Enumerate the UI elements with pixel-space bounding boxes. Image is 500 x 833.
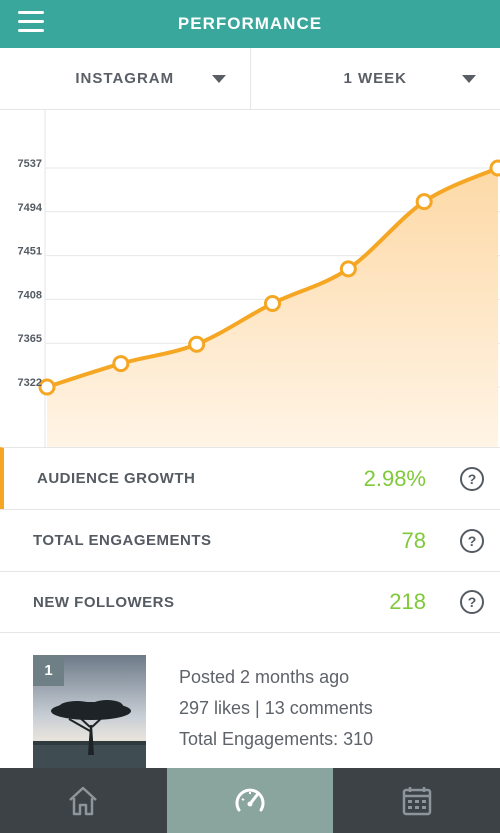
y-tick-label: 7537 xyxy=(18,158,42,170)
metric-value: 2.98% xyxy=(363,465,426,491)
network-dropdown[interactable]: INSTAGRAM xyxy=(0,48,250,109)
help-icon[interactable]: ? xyxy=(460,528,484,553)
rank-badge: 1 xyxy=(33,655,64,686)
metric-row-total-engagements[interactable]: TOTAL ENGAGEMENTS 78 ? xyxy=(0,509,500,571)
acacia-tree-photo xyxy=(33,655,146,768)
post-date: Posted 2 months ago xyxy=(179,667,350,687)
metrics-list: AUDIENCE GROWTH 2.98% ? TOTAL ENGAGEMENT… xyxy=(0,447,500,633)
period-dropdown[interactable]: 1 WEEK xyxy=(249,48,500,109)
chart-point[interactable] xyxy=(489,159,500,177)
speedometer-icon xyxy=(235,788,265,811)
y-tick-label: 7451 xyxy=(18,246,42,258)
audience-chart-svg: 7537 7494 7451 7408 7365 7322 xyxy=(18,110,500,447)
y-tick-label: 7322 xyxy=(18,377,42,389)
post-thumbnail[interactable]: 1 xyxy=(33,655,146,768)
post-stats: 297 likes | 13 comments xyxy=(179,698,373,718)
bottom-nav xyxy=(0,768,500,833)
filter-bar: INSTAGRAM 1 WEEK xyxy=(0,48,500,110)
metric-value: 78 xyxy=(401,527,426,553)
chart-point[interactable] xyxy=(112,355,130,373)
help-icon[interactable]: ? xyxy=(460,466,484,491)
top-bar: PERFORMANCE xyxy=(0,0,500,48)
post-engagements: Total Engagements: 310 xyxy=(179,729,374,749)
chart-point[interactable] xyxy=(188,335,206,353)
metric-value: 218 xyxy=(389,589,426,614)
chevron-down-icon xyxy=(211,75,226,83)
network-dropdown-label: INSTAGRAM xyxy=(75,70,175,87)
y-tick-label: 7494 xyxy=(18,202,43,214)
chart-point[interactable] xyxy=(264,294,281,312)
chart-point[interactable] xyxy=(38,378,56,396)
nav-performance[interactable] xyxy=(166,768,334,833)
y-tick-label: 7408 xyxy=(18,289,42,301)
audience-chart: 7537 7494 7451 7408 7365 7322 xyxy=(0,110,500,447)
nav-calendar[interactable] xyxy=(333,768,500,833)
metric-row-audience-growth[interactable]: AUDIENCE GROWTH 2.98% ? xyxy=(0,447,500,509)
metric-row-new-followers[interactable]: NEW FOLLOWERS 218 ? xyxy=(0,571,500,633)
metric-label: AUDIENCE GROWTH xyxy=(37,470,196,487)
top-post-card[interactable]: 1 Posted 2 months ago 297 likes | 13 com… xyxy=(0,633,500,768)
chart-point[interactable] xyxy=(415,193,433,211)
hamburger-icon[interactable] xyxy=(18,11,44,35)
help-icon[interactable]: ? xyxy=(460,590,484,614)
page-title: PERFORMANCE xyxy=(177,14,323,33)
chart-point[interactable] xyxy=(339,260,357,278)
chevron-down-icon xyxy=(462,75,476,83)
y-tick-label: 7365 xyxy=(18,333,42,345)
calendar-icon xyxy=(402,786,431,815)
nav-home[interactable] xyxy=(0,768,167,833)
home-icon xyxy=(69,786,98,815)
metric-label: NEW FOLLOWERS xyxy=(33,593,175,611)
period-dropdown-label: 1 WEEK xyxy=(343,70,407,87)
metric-label: TOTAL ENGAGEMENTS xyxy=(33,532,212,549)
